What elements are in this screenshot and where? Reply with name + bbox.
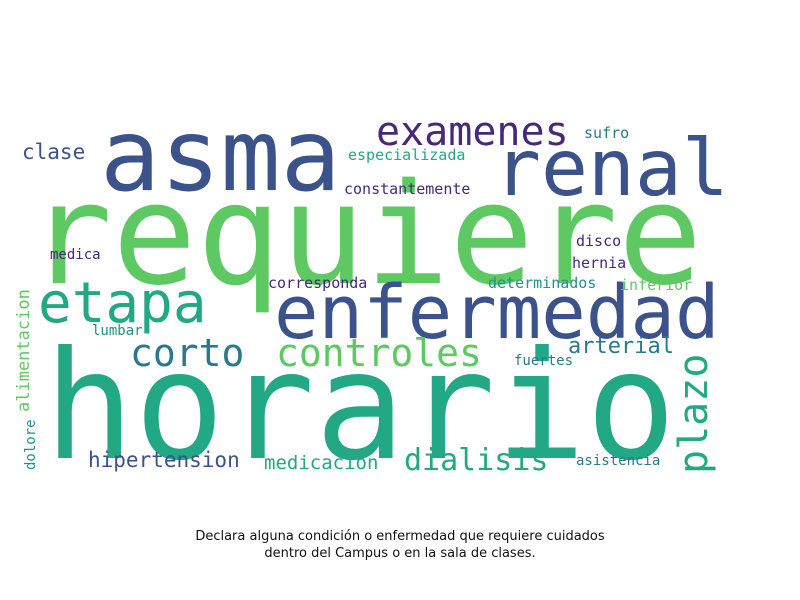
word-inferior: inferior — [620, 276, 693, 294]
word-arterial: arterial — [568, 334, 674, 359]
word-enfermedad: enfermedad — [274, 270, 720, 356]
word-clase: clase — [22, 140, 86, 164]
word-dialisis: dialisis — [404, 443, 549, 478]
word-asistencia: asistencia — [576, 453, 661, 469]
word-hipertension: hipertension — [88, 448, 240, 472]
word-renal: renal — [494, 124, 729, 214]
word-corto: corto — [130, 331, 245, 375]
word-requiere: requiere — [28, 154, 703, 317]
caption-line-1: Declara alguna condición o enfermedad qu… — [195, 529, 605, 544]
word-examenes: examenes — [376, 109, 569, 155]
word-etapa: etapa — [38, 271, 207, 336]
word-hernia: hernia — [572, 254, 627, 272]
word-asma: asma — [100, 97, 341, 214]
word-constantemente: constantemente — [344, 180, 471, 198]
word-determinados: determinados — [488, 274, 597, 292]
word-medica: medica — [50, 247, 101, 263]
word-corresponda: corresponda — [268, 274, 368, 292]
word-especializada: especializada — [348, 146, 466, 164]
word-fuertes: fuertes — [514, 353, 574, 369]
word-plazo: plazo — [671, 353, 717, 474]
word-sufro: sufro — [584, 124, 630, 142]
caption-line-2: dentro del Campus o en la sala de clases… — [264, 546, 536, 561]
word-lumbar: lumbar — [92, 323, 143, 339]
word-medicacion: medicacion — [264, 452, 379, 474]
word-alimentacion: alimentacion — [14, 289, 34, 412]
word-controles: controles — [276, 331, 482, 375]
word-disco: disco — [576, 232, 622, 250]
word-horario: horario — [44, 320, 677, 494]
word-dolore: dolore — [23, 419, 39, 470]
figure-caption: Declara alguna condición o enfermedad qu… — [0, 528, 800, 562]
word-cloud: requiere horario asma renal enfermedad e… — [14, 97, 729, 494]
